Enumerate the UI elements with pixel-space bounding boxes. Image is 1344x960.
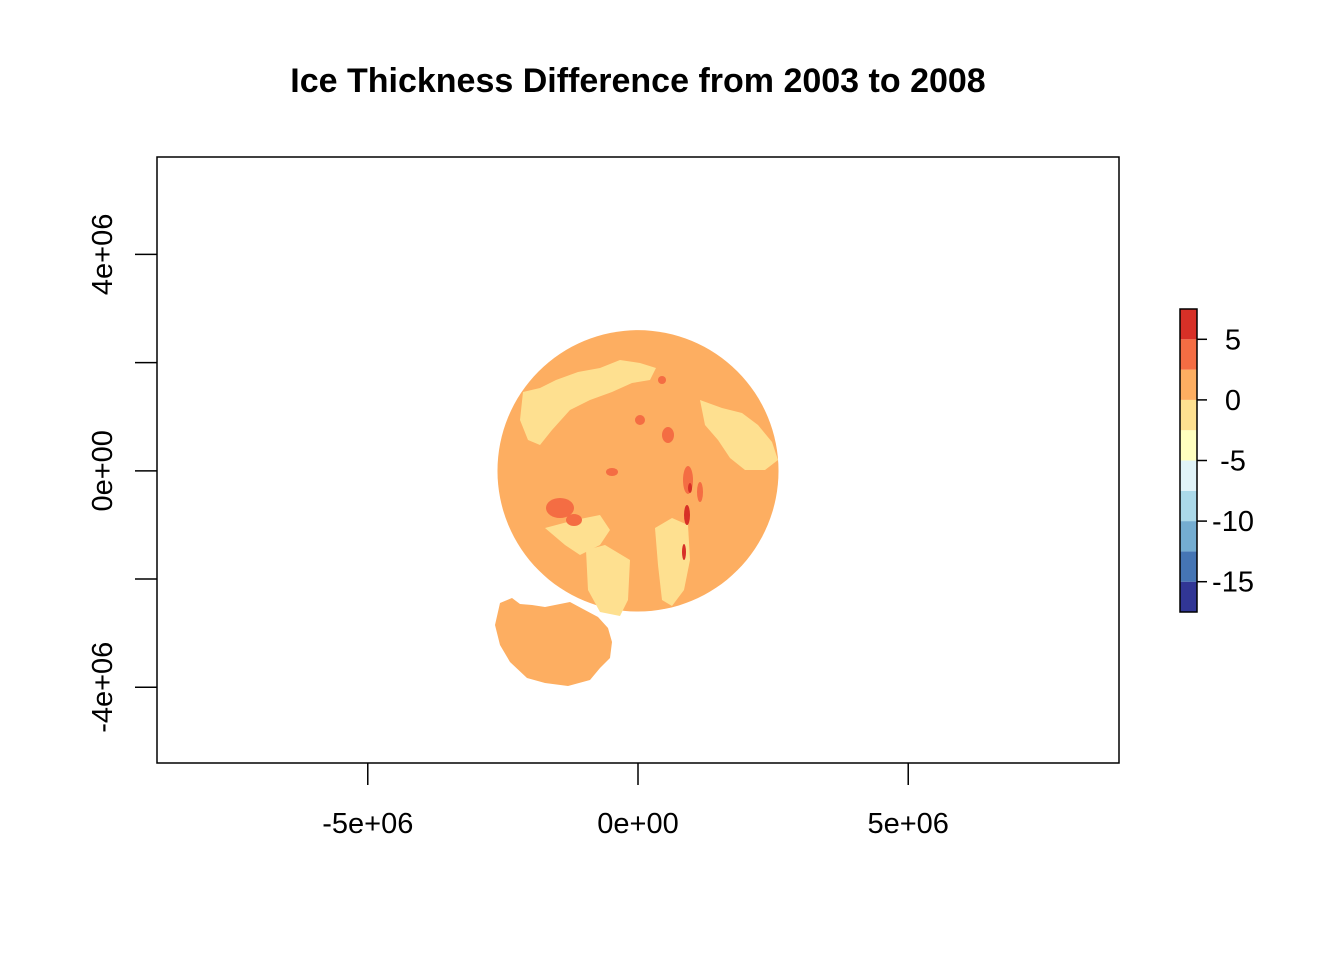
legend-swatch <box>1180 430 1197 461</box>
strong-thickening-spot <box>682 544 686 560</box>
y-tick-label: 4e+06 <box>87 214 119 295</box>
lower-lobe-region <box>495 598 612 686</box>
ice-thickness-raster <box>495 330 779 686</box>
thickening-spot <box>566 514 582 526</box>
legend-tick-label: -15 <box>1212 567 1254 599</box>
x-axis: -5e+06 0e+00 5e+06 <box>322 763 949 840</box>
thickening-spot <box>546 498 574 518</box>
thickening-spot <box>635 415 645 425</box>
legend-swatch <box>1180 521 1197 552</box>
legend-swatch <box>1180 490 1197 522</box>
legend-swatch <box>1180 581 1197 612</box>
legend-swatch <box>1180 399 1197 431</box>
chart-title: Ice Thickness Difference from 2003 to 20… <box>290 62 985 100</box>
legend-swatch <box>1180 339 1197 370</box>
thickening-spot <box>606 468 618 476</box>
y-axis: -4e+06 0e+00 4e+06 <box>87 214 157 733</box>
legend-tick-label: -10 <box>1212 506 1254 538</box>
thickening-spot <box>662 427 674 443</box>
thinning-area <box>655 518 690 606</box>
thickening-spot <box>697 482 703 502</box>
legend-swatch <box>1180 460 1197 491</box>
strong-thickening-spot <box>688 483 692 493</box>
legend-swatch <box>1180 551 1197 582</box>
thickening-spot <box>658 376 666 384</box>
thinning-area <box>520 360 656 445</box>
x-tick-label: 5e+06 <box>867 808 948 840</box>
legend-swatch <box>1180 369 1197 400</box>
legend-tick-label: -5 <box>1220 446 1246 478</box>
y-tick-label: -4e+06 <box>87 642 119 733</box>
legend-tick-label: 5 <box>1225 324 1241 356</box>
thinning-area <box>545 515 610 555</box>
legend-swatch <box>1180 309 1197 340</box>
x-tick-label: -5e+06 <box>322 808 413 840</box>
y-tick-label: 0e+00 <box>87 430 119 511</box>
thinning-area <box>700 400 778 470</box>
legend-tick-label: 0 <box>1225 385 1241 417</box>
x-tick-label: 0e+00 <box>597 808 678 840</box>
color-legend: 5 0 -5 -10 -15 <box>1179 308 1254 613</box>
thinning-area <box>586 545 630 616</box>
strong-thickening-spot <box>684 505 690 525</box>
